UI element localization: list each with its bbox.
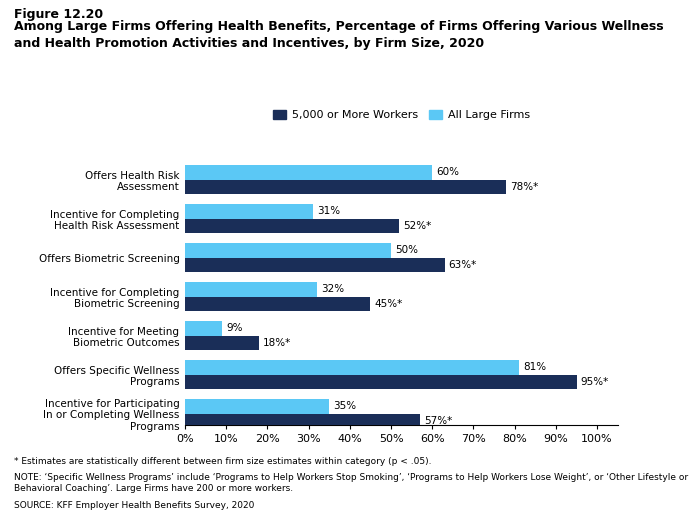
Bar	[185, 218, 399, 234]
Text: * Estimates are statistically different between firm size estimates within categ: * Estimates are statistically different …	[14, 457, 431, 466]
Text: SOURCE: KFF Employer Health Benefits Survey, 2020: SOURCE: KFF Employer Health Benefits Sur…	[14, 501, 254, 510]
Text: 81%: 81%	[523, 362, 546, 372]
Bar	[185, 204, 313, 218]
Bar	[185, 180, 507, 194]
Text: 52%*: 52%*	[403, 221, 431, 231]
Bar	[185, 374, 577, 390]
Bar	[185, 258, 445, 272]
Text: 32%: 32%	[321, 284, 344, 294]
Bar	[185, 243, 391, 258]
Bar	[185, 414, 420, 428]
Text: 60%: 60%	[436, 167, 459, 177]
Text: 9%: 9%	[226, 323, 243, 333]
Text: NOTE: ‘Specific Wellness Programs’ include ‘Programs to Help Workers Stop Smokin: NOTE: ‘Specific Wellness Programs’ inclu…	[14, 472, 688, 492]
Bar	[185, 321, 222, 335]
Text: Among Large Firms Offering Health Benefits, Percentage of Firms Offering Various: Among Large Firms Offering Health Benefi…	[14, 20, 664, 50]
Text: 57%*: 57%*	[424, 416, 452, 426]
Bar	[185, 297, 371, 311]
Bar	[185, 165, 432, 180]
Bar	[185, 360, 519, 374]
Text: 63%*: 63%*	[449, 260, 477, 270]
Legend: 5,000 or More Workers, All Large Firms: 5,000 or More Workers, All Large Firms	[268, 106, 535, 125]
Text: 78%*: 78%*	[510, 182, 539, 192]
Text: 31%: 31%	[317, 206, 340, 216]
Text: 18%*: 18%*	[263, 338, 292, 348]
Bar	[185, 282, 317, 297]
Text: 95%*: 95%*	[581, 377, 609, 387]
Text: 50%: 50%	[395, 245, 418, 255]
Text: 45%*: 45%*	[375, 299, 403, 309]
Bar	[185, 398, 329, 414]
Text: Figure 12.20: Figure 12.20	[14, 8, 103, 21]
Bar	[185, 335, 259, 350]
Text: 35%: 35%	[334, 401, 357, 411]
